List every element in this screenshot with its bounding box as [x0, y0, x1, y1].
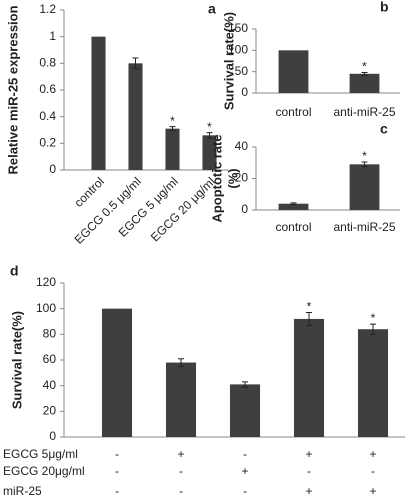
condition-label: EGCG 5μg/ml: [3, 447, 78, 461]
condition-sign: -: [179, 484, 183, 498]
error-bar: [169, 126, 176, 132]
y-tick-label: 150: [228, 21, 248, 35]
significance-mark: *: [362, 149, 367, 163]
bar: [165, 128, 180, 170]
condition-sign: -: [115, 464, 119, 478]
x-tick-label: control: [275, 220, 311, 234]
x-tick-label: EGCG 0.5 μg/ml: [72, 174, 144, 246]
y-axis-label: Survival rate(%): [221, 12, 236, 110]
significance-mark: *: [170, 114, 175, 128]
panel-label: b: [380, 0, 389, 15]
panel-label: a: [208, 1, 216, 17]
y-tick-label: 60: [43, 352, 57, 366]
y-axis-label: Apoptotic rate: [209, 134, 224, 222]
y-tick-label: 0: [241, 202, 248, 216]
significance-mark: *: [307, 300, 312, 314]
y-tick-label: 0.4: [39, 109, 56, 123]
y-tick-label: 20: [43, 404, 57, 418]
significance-mark: *: [371, 311, 376, 325]
y-axis-label: (%): [225, 168, 240, 188]
bar: [128, 63, 143, 171]
x-tick-label: control: [275, 105, 311, 119]
condition-sign: +: [241, 464, 248, 478]
y-tick-label: 40: [43, 378, 57, 392]
bar: [357, 329, 389, 437]
y-tick-label: 0.2: [39, 136, 56, 150]
x-tick-label: control: [71, 174, 106, 209]
condition-sign: +: [369, 447, 376, 461]
bar: [293, 318, 325, 437]
y-tick-label: 100: [228, 43, 248, 57]
condition-sign: -: [115, 484, 119, 498]
error-bar: [290, 202, 297, 205]
bar: [101, 308, 133, 437]
y-axis-label: Survival rate(%): [9, 311, 24, 409]
condition-sign: -: [243, 484, 247, 498]
bar: [349, 73, 380, 93]
y-tick-label: 40: [235, 139, 249, 153]
y-tick-label: 0.8: [39, 56, 56, 70]
y-tick-label: 100: [36, 301, 56, 315]
bar: [278, 50, 309, 93]
significance-mark: *: [362, 60, 367, 74]
condition-sign: -: [307, 464, 311, 478]
bar: [202, 135, 217, 170]
y-tick-label: 20: [235, 171, 249, 185]
error-bar: [361, 72, 368, 76]
condition-sign: -: [115, 447, 119, 461]
condition-sign: -: [243, 447, 247, 461]
y-tick-label: 120: [36, 275, 56, 289]
error-bar: [306, 312, 312, 326]
error-bar: [206, 132, 213, 139]
x-tick-label: anti-miR-25: [333, 105, 395, 119]
error-bar: [132, 57, 139, 70]
error-bar: [370, 323, 376, 335]
x-tick-label: anti-miR-25: [333, 220, 395, 234]
condition-sign: +: [369, 484, 376, 498]
bar: [278, 203, 309, 210]
bar: [229, 384, 261, 437]
condition-label: miR-25: [3, 484, 42, 498]
condition-sign: -: [371, 464, 375, 478]
panel-label: d: [10, 263, 19, 279]
panel-label: c: [380, 121, 388, 137]
bar: [349, 164, 380, 210]
error-bar: [178, 358, 184, 367]
bar: [91, 36, 106, 170]
x-tick-label: EGCG 20 μg/ml: [148, 174, 218, 244]
y-tick-label: 80: [43, 327, 57, 341]
bar: [165, 362, 197, 437]
y-tick-label: 1.2: [39, 2, 56, 16]
condition-sign: -: [179, 464, 183, 478]
condition-label: EGCG 20μg/ml: [3, 464, 85, 478]
condition-sign: +: [305, 484, 312, 498]
y-tick-label: 1: [49, 29, 56, 43]
condition-sign: +: [177, 447, 184, 461]
significance-mark: *: [207, 120, 212, 134]
y-axis-label: Relative miR-25 expression: [5, 5, 20, 174]
y-tick-label: 0: [49, 429, 56, 443]
y-tick-label: 0.6: [39, 82, 56, 96]
y-tick-label: 50: [235, 64, 249, 78]
error-bar: [242, 381, 248, 388]
y-tick-label: 0: [49, 162, 56, 176]
error-bar: [361, 161, 368, 168]
y-tick-label: 0: [241, 85, 248, 99]
condition-sign: +: [305, 447, 312, 461]
